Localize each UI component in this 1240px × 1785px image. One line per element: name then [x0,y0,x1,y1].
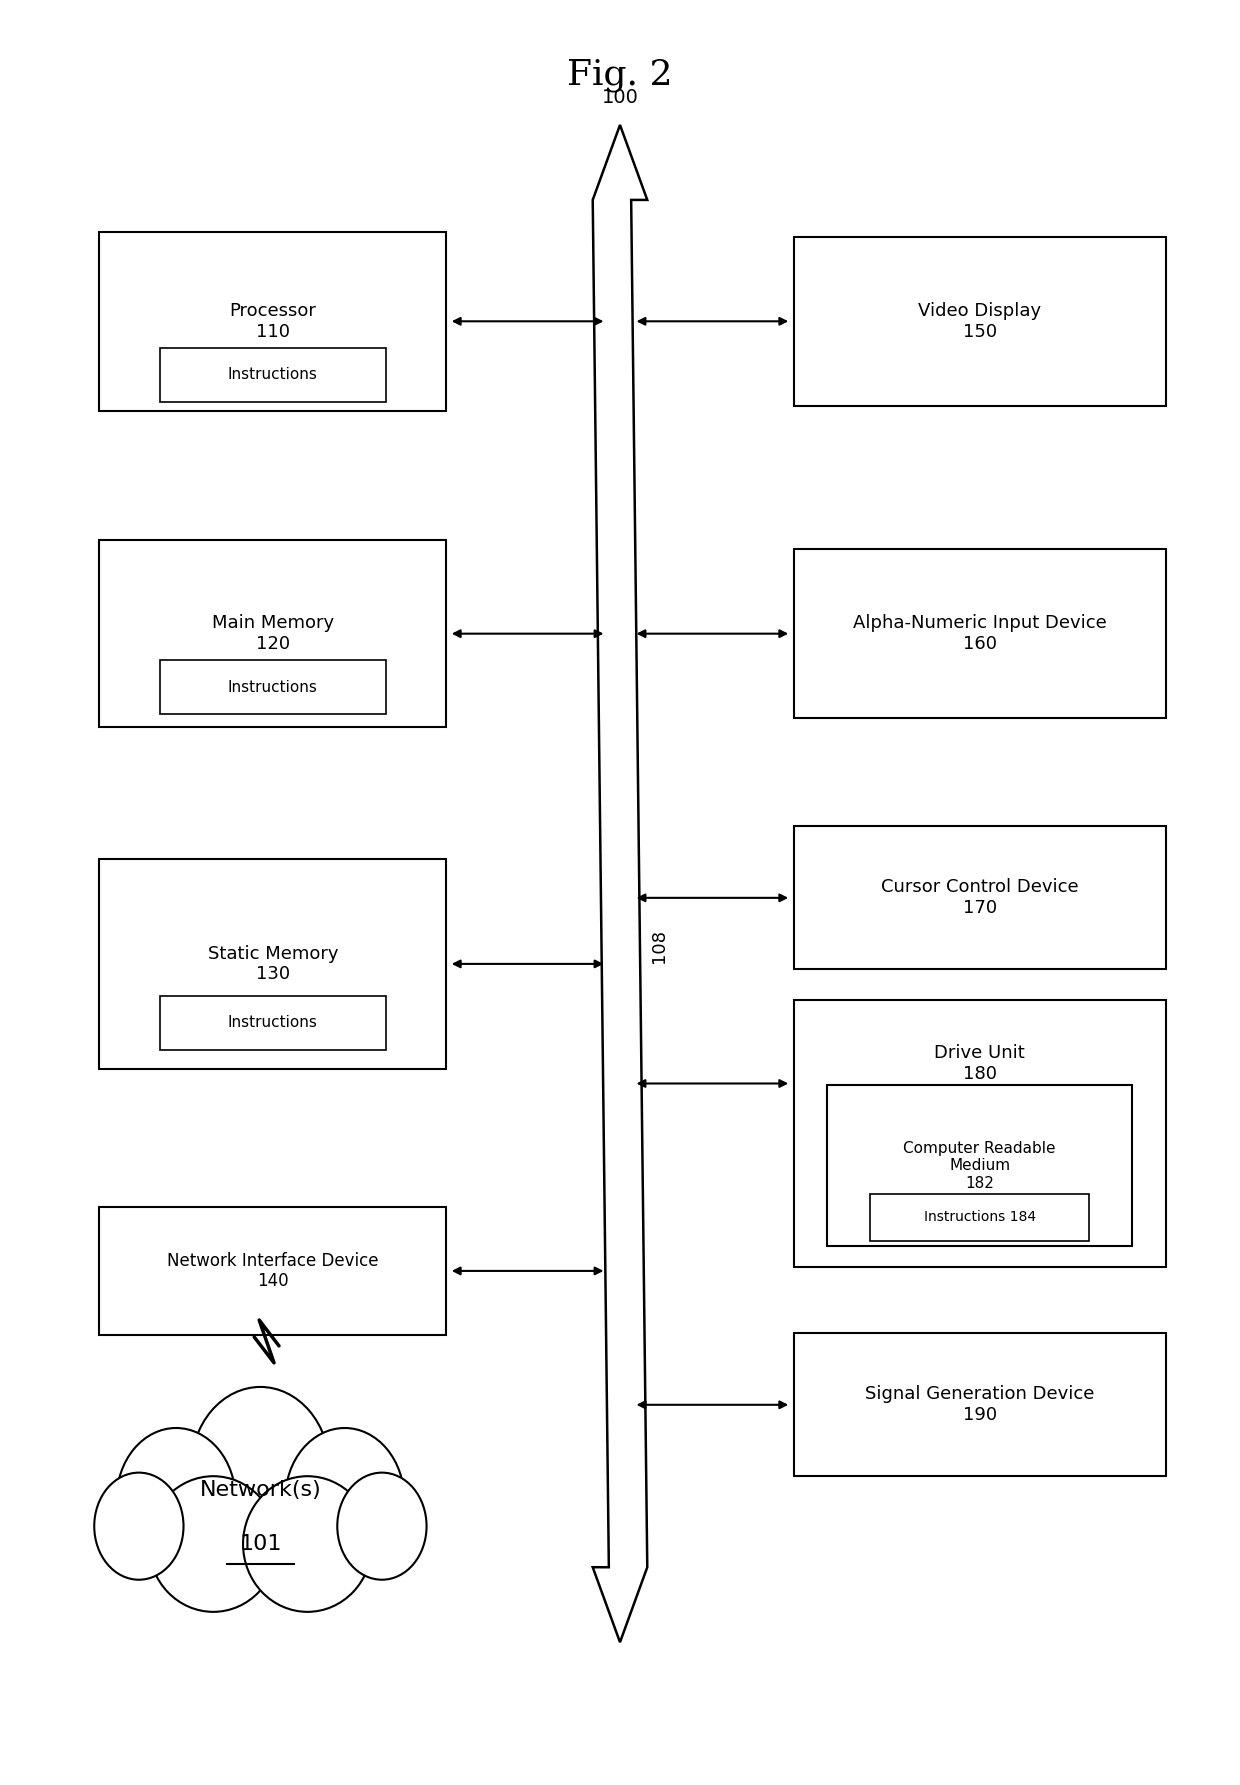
FancyBboxPatch shape [160,348,386,402]
Text: Signal Generation Device
190: Signal Generation Device 190 [866,1385,1094,1424]
Text: Video Display
150: Video Display 150 [918,302,1042,341]
Ellipse shape [117,1428,236,1571]
Ellipse shape [94,1473,184,1580]
Text: Instructions: Instructions [228,1016,317,1030]
Text: 101: 101 [239,1533,281,1555]
Text: Cursor Control Device
170: Cursor Control Device 170 [880,878,1079,917]
FancyBboxPatch shape [794,550,1166,718]
FancyBboxPatch shape [99,1207,446,1335]
FancyBboxPatch shape [99,859,446,1069]
Text: Fig. 2: Fig. 2 [567,57,673,93]
Ellipse shape [149,1476,278,1612]
Text: Network Interface Device
140: Network Interface Device 140 [167,1251,378,1291]
Text: Drive Unit
180: Drive Unit 180 [934,1044,1025,1083]
Text: Network(s): Network(s) [200,1480,321,1501]
Text: Instructions: Instructions [228,368,317,382]
FancyBboxPatch shape [99,539,446,728]
FancyBboxPatch shape [794,1000,1166,1267]
Text: Alpha-Numeric Input Device
160: Alpha-Numeric Input Device 160 [853,614,1106,653]
Text: Instructions: Instructions [228,680,317,694]
Ellipse shape [285,1428,404,1571]
Polygon shape [593,125,647,1642]
Text: Instructions 184: Instructions 184 [924,1210,1035,1225]
Text: 108: 108 [650,928,668,964]
Text: Main Memory
120: Main Memory 120 [212,614,334,653]
FancyBboxPatch shape [160,996,386,1050]
Ellipse shape [243,1476,372,1612]
Text: Processor
110: Processor 110 [229,302,316,341]
FancyBboxPatch shape [794,236,1166,405]
FancyBboxPatch shape [827,1085,1132,1246]
FancyBboxPatch shape [160,660,386,714]
Ellipse shape [337,1473,427,1580]
Ellipse shape [191,1387,330,1551]
Text: Computer Readable
Medium
182: Computer Readable Medium 182 [904,1141,1055,1191]
FancyBboxPatch shape [99,232,446,411]
Text: 100: 100 [601,87,639,107]
Text: Static Memory
130: Static Memory 130 [207,944,339,984]
FancyBboxPatch shape [869,1194,1090,1241]
FancyBboxPatch shape [794,826,1166,969]
FancyBboxPatch shape [794,1333,1166,1476]
